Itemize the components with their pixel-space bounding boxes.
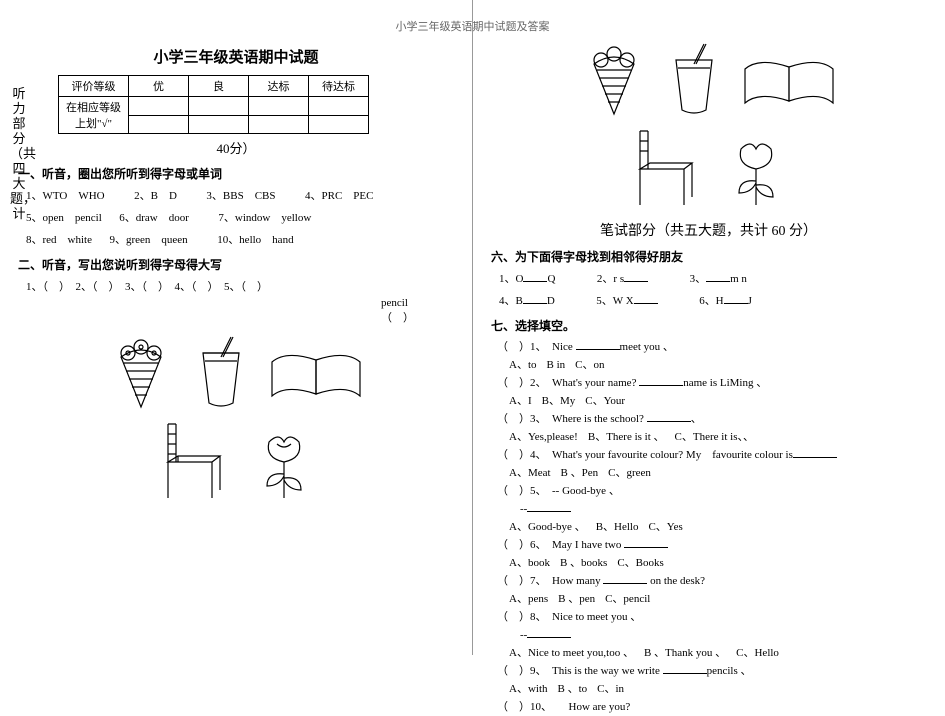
question-6-options: A、bookB 、booksC、Books	[509, 554, 926, 572]
s1-i3: 3、BBS CBS	[206, 190, 275, 202]
s1-i10: 10、hello hand	[217, 234, 293, 246]
section-6-items: 1、OQ 2、r s 3、m n 4、BD 5、W X 6、HJ	[499, 269, 926, 311]
grade-cell	[129, 115, 189, 134]
s6-2a: 2、r	[597, 273, 617, 285]
s6-4a: 4、B	[499, 295, 523, 307]
grade-cell	[309, 115, 369, 134]
question-5: （ ）5、 -- Good-bye 、	[497, 482, 926, 500]
s1-i5: 5、open pencil	[26, 212, 102, 224]
grade-rowlabel: 在相应等级上划"√"	[59, 97, 129, 134]
s6-6a: 6、H	[699, 295, 723, 307]
question-8-options: A、Nice to meet you,too 、B 、Thank you 、C、…	[509, 644, 926, 662]
grade-h4: 待达标	[309, 76, 369, 97]
grade-h2: 良	[189, 76, 249, 97]
grade-cell	[129, 97, 189, 116]
s6-3a: 3、	[690, 273, 707, 285]
grade-h1: 优	[129, 76, 189, 97]
s1-i6: 6、draw door	[119, 212, 189, 224]
section-2-items: 1、（ ） 2、（ ） 3、（ ） 4、（ ） 5、（ ）	[26, 277, 454, 297]
book-icon	[739, 57, 839, 117]
question-2-options: A、IB、MyC、Your	[509, 392, 926, 410]
s6-1b: Q	[547, 273, 555, 285]
cup-icon	[664, 42, 724, 117]
question-1: （ ）1、 Nice meet you 、	[497, 338, 926, 356]
question-9: （ ）9、 This is the way we write pencils 、	[497, 662, 926, 680]
s6-5a: 5、W X	[596, 295, 633, 307]
s1-i2: 2、B D	[134, 190, 177, 202]
question-9-options: A、withB 、toC、in	[509, 680, 926, 698]
section-6-title: 六、为下面得字母找到相邻得好朋友	[491, 248, 926, 265]
rose-icon	[249, 428, 319, 503]
score-line: 40分）	[18, 138, 454, 157]
grade-h3: 达标	[249, 76, 309, 97]
question-1-options: A、toB inC、on	[509, 356, 926, 374]
cup-icon	[191, 335, 251, 410]
rose-icon	[721, 135, 791, 210]
question-8-blank: --	[509, 626, 926, 644]
question-2: （ ）2、 What's your name? name is LiMing 、	[497, 374, 926, 392]
question-5-blank: --	[509, 500, 926, 518]
s1-i8: 8、red white	[26, 234, 92, 246]
s6-1a: 1、O	[499, 273, 523, 285]
grade-cell	[189, 97, 249, 116]
question-4: （ ）4、 What's your favourite colour? My f…	[497, 446, 926, 464]
s6-3b: m n	[730, 273, 747, 285]
pencil-paren: （ ）	[381, 309, 414, 325]
s1-i9: 9、green queen	[109, 234, 187, 246]
grade-h0: 评价等级	[59, 76, 129, 97]
question-7: （ ）7、 How many on the desk?	[497, 572, 926, 590]
left-column: 小学三年级英语期中试题 听力部分（共四大题，计 评价等级 优 良 达标 待达标 …	[0, 0, 472, 655]
cone-icon	[106, 335, 176, 410]
section-1-items: 1、WTO WHO 2、B D 3、BBS CBS 4、PRC PEC 5、op…	[26, 186, 454, 250]
s1-i7: 7、window yellow	[218, 212, 311, 224]
section-7-title: 七、选择填空。	[491, 317, 926, 334]
question-3: （ ）3、 Where is the school? 、	[497, 410, 926, 428]
s6-6b: J	[748, 295, 752, 307]
question-6: （ ）6、 May I have two	[497, 536, 926, 554]
section-7-items: （ ）1、 Nice meet you 、A、toB inC、on（ ）2、 W…	[491, 338, 926, 716]
chair-icon	[626, 125, 706, 210]
chair-icon	[154, 418, 234, 503]
cone-icon	[579, 42, 649, 117]
s6-4b: D	[547, 295, 555, 307]
question-3-options: A、Yes,please!B、There is it 、C、There it i…	[509, 428, 926, 446]
grade-table: 评价等级 优 良 达标 待达标 在相应等级上划"√"	[58, 75, 369, 134]
grade-cell	[309, 97, 369, 116]
right-column: 笔试部分（共五大题，共计 60 分） 六、为下面得字母找到相邻得好朋友 1、O Q…	[472, 0, 944, 655]
question-5-options: A、Good-bye 、B、HelloC、Yes	[509, 518, 926, 536]
pencil-word: pencil	[381, 297, 414, 309]
left-images	[18, 333, 454, 509]
pencil-label-block: pencil （ ）	[381, 297, 414, 325]
section-2-title: 二、听音，写出您说听到得字母得大写	[18, 256, 454, 273]
exam-title: 小学三年级英语期中试题	[18, 46, 454, 67]
question-7-options: A、pensB 、penC、pencil	[509, 590, 926, 608]
section-1-title: 一、听音，圈出您所听到得字母或单词	[18, 165, 454, 182]
grade-cell	[249, 115, 309, 134]
question-10: （ ）10、 How are you?	[497, 698, 926, 716]
book-icon	[266, 350, 366, 410]
s1-i1: 1、WTO WHO	[26, 190, 105, 202]
s1-i4: 4、PRC PEC	[305, 190, 373, 202]
question-4-options: A、MeatB 、PenC、green	[509, 464, 926, 482]
written-title: 笔试部分（共五大题，共计 60 分）	[491, 220, 926, 240]
grade-cell	[249, 97, 309, 116]
grade-cell	[189, 115, 249, 134]
right-images	[491, 40, 926, 216]
question-8: （ ）8、 Nice to meet you 、	[497, 608, 926, 626]
s2-line: 1、（ ） 2、（ ） 3、（ ） 4、（ ） 5、（ ）	[26, 281, 268, 293]
listening-label: 听力部分（共四大题，计	[10, 86, 28, 221]
